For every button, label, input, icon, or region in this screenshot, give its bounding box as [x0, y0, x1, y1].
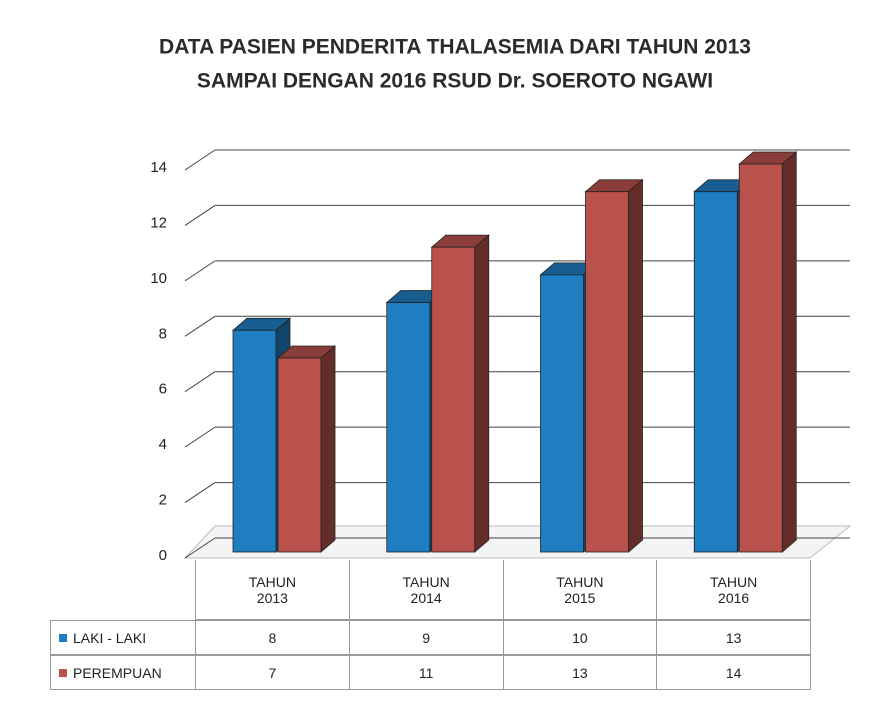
y-tick-label: 2 — [159, 492, 167, 509]
bar — [431, 246, 476, 553]
bar — [386, 302, 431, 553]
grid-line — [184, 537, 216, 559]
bar — [277, 357, 322, 553]
data-label: 13 — [502, 655, 658, 690]
grid-line — [184, 149, 216, 171]
chart-title: DATA PASIEN PENDERITA THALASEMIA DARI TA… — [159, 36, 751, 59]
bar — [232, 329, 277, 553]
y-tick-label: 10 — [150, 270, 167, 287]
grid-line — [184, 426, 216, 448]
legend-key — [59, 668, 67, 677]
floor — [183, 525, 852, 559]
bar — [738, 163, 783, 553]
grid-line — [184, 260, 216, 282]
data-label: 10 — [502, 620, 658, 655]
legend-entry: PEREMPUAN — [50, 655, 196, 690]
data-label: 9 — [348, 620, 504, 655]
data-label: 8 — [195, 620, 350, 655]
category-label: TAHUN 2013 — [195, 560, 350, 620]
bar-side — [781, 151, 797, 553]
category-label: TAHUN 2016 — [656, 560, 811, 620]
bar — [693, 191, 738, 553]
data-label: 13 — [656, 620, 811, 655]
data-label: 11 — [348, 655, 504, 690]
y-tick-label: 12 — [150, 214, 167, 231]
bar — [585, 191, 629, 553]
y-tick-label: 8 — [159, 325, 167, 342]
grid-line — [184, 482, 216, 503]
legend-label: PEREMPUAN — [73, 664, 162, 681]
legend-label: LAKI - LAKI — [73, 629, 147, 646]
y-tick-label: 4 — [159, 436, 167, 453]
category-label: TAHUN 2014 — [348, 560, 504, 620]
data-label: 14 — [656, 655, 811, 690]
bar-side — [628, 178, 643, 553]
chart-title: SAMPAI DENGAN 2016 RSUD Dr. SOEROTO NGAW… — [197, 70, 713, 93]
y-tick-label: 14 — [150, 159, 167, 176]
legend-entry: LAKI - LAKI — [50, 620, 196, 655]
bar-side — [320, 345, 336, 553]
grid-line — [184, 205, 216, 226]
grid-line — [184, 315, 216, 337]
bar — [540, 274, 584, 553]
y-tick-label: 6 — [159, 381, 167, 398]
data-label: 7 — [195, 655, 350, 690]
y-tick-label: 0 — [159, 547, 167, 564]
bar-side — [474, 234, 490, 553]
legend-key — [59, 633, 67, 642]
grid-line — [184, 371, 216, 393]
category-label: TAHUN 2015 — [502, 560, 658, 620]
